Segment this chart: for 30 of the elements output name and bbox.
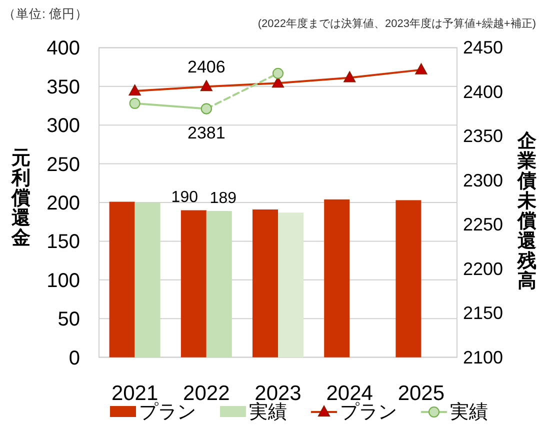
y2-tick-label: 2450 xyxy=(463,38,504,58)
y-tick-label: 350 xyxy=(46,76,80,98)
data-label: 190 xyxy=(171,189,198,206)
y-tick-label: 250 xyxy=(46,154,80,176)
y-tick-label: 0 xyxy=(68,347,80,370)
text: (2022年度までは決算値、2023年度は予算値+繰越+補正) xyxy=(258,17,536,30)
text: （単位: 億円） xyxy=(3,7,88,21)
y-axis-title: 元利償還金 xyxy=(10,148,30,249)
y2-tick-label: 2350 xyxy=(463,126,504,146)
data-label: 2406 xyxy=(187,58,226,77)
y2-tick-label: 2100 xyxy=(463,347,504,368)
data-label: 189 xyxy=(210,190,237,208)
x-tick-label: 2025 xyxy=(398,382,445,405)
y2-tick-label: 2250 xyxy=(463,214,504,235)
legend-label: 実績 xyxy=(450,401,488,423)
data-label: 2381 xyxy=(187,124,226,143)
y2-tick-label: 2300 xyxy=(463,170,504,190)
y2-tick-label: 2200 xyxy=(463,258,504,279)
y-tick-label: 400 xyxy=(46,38,80,60)
y-tick-label: 50 xyxy=(58,308,80,331)
y2-tick-label: 2400 xyxy=(463,82,504,102)
y2-axis-title: 企業債未償還残高 xyxy=(516,131,538,292)
y-tick-label: 200 xyxy=(46,192,80,214)
y-tick-label: 100 xyxy=(46,270,80,292)
y-tick-label: 150 xyxy=(46,231,80,254)
legend-label: プラン xyxy=(139,402,196,423)
y-tick-label: 300 xyxy=(46,115,80,138)
y2-tick-label: 2150 xyxy=(463,303,504,324)
legend-label: プラン xyxy=(340,402,397,423)
x-tick-label: 2022 xyxy=(183,382,230,405)
